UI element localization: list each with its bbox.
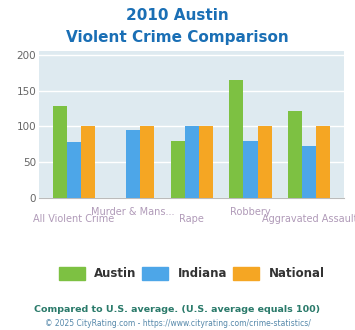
Bar bbox=[258, 126, 272, 198]
Bar bbox=[170, 142, 185, 198]
Text: Murder & Mans...: Murder & Mans... bbox=[91, 207, 175, 216]
Text: Aggravated Assault: Aggravated Assault bbox=[262, 214, 355, 224]
Text: © 2025 CityRating.com - https://www.cityrating.com/crime-statistics/: © 2025 CityRating.com - https://www.city… bbox=[45, 319, 310, 328]
Text: Rape: Rape bbox=[179, 214, 204, 224]
Bar bbox=[140, 126, 154, 198]
Bar bbox=[81, 126, 95, 198]
Bar bbox=[316, 126, 331, 198]
Bar bbox=[302, 146, 316, 198]
Text: 2010 Austin: 2010 Austin bbox=[126, 8, 229, 23]
Bar bbox=[288, 111, 302, 198]
Legend: Austin, Indiana, National: Austin, Indiana, National bbox=[59, 267, 325, 280]
Text: Robbery: Robbery bbox=[230, 207, 271, 216]
Text: Compared to U.S. average. (U.S. average equals 100): Compared to U.S. average. (U.S. average … bbox=[34, 305, 321, 314]
Bar bbox=[53, 106, 67, 198]
Bar bbox=[185, 126, 199, 198]
Bar bbox=[244, 141, 258, 198]
Text: All Violent Crime: All Violent Crime bbox=[33, 214, 115, 224]
Bar bbox=[126, 130, 140, 198]
Bar bbox=[229, 80, 244, 198]
Text: Violent Crime Comparison: Violent Crime Comparison bbox=[66, 30, 289, 45]
Bar bbox=[67, 142, 81, 198]
Bar bbox=[199, 126, 213, 198]
